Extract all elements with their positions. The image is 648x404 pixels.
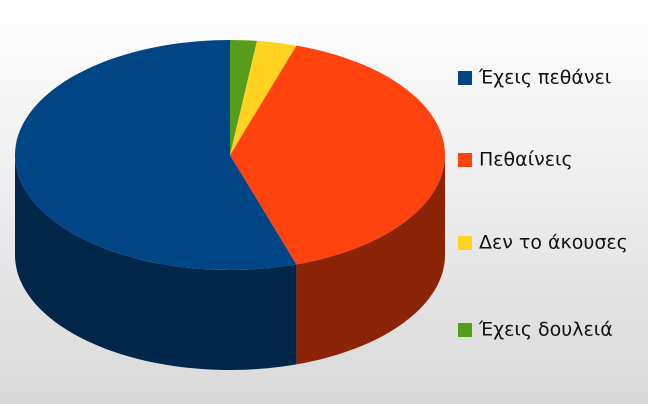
legend-label: Έχεις δουλειά [478, 319, 613, 341]
slice-side [15, 155, 297, 370]
legend-swatch [458, 71, 472, 85]
legend-label: Έχεις πεθάνει [478, 67, 611, 89]
legend-swatch [458, 323, 472, 337]
slice [15, 40, 297, 270]
legend-swatch [458, 236, 472, 250]
slice [230, 45, 445, 265]
slice-side [296, 155, 445, 365]
slice [230, 40, 297, 155]
slice [230, 40, 257, 155]
legend-label: Δεν το άκουσες [479, 232, 628, 254]
legend-swatch [458, 153, 472, 167]
legend-label: Πεθαίνεις [479, 149, 573, 171]
